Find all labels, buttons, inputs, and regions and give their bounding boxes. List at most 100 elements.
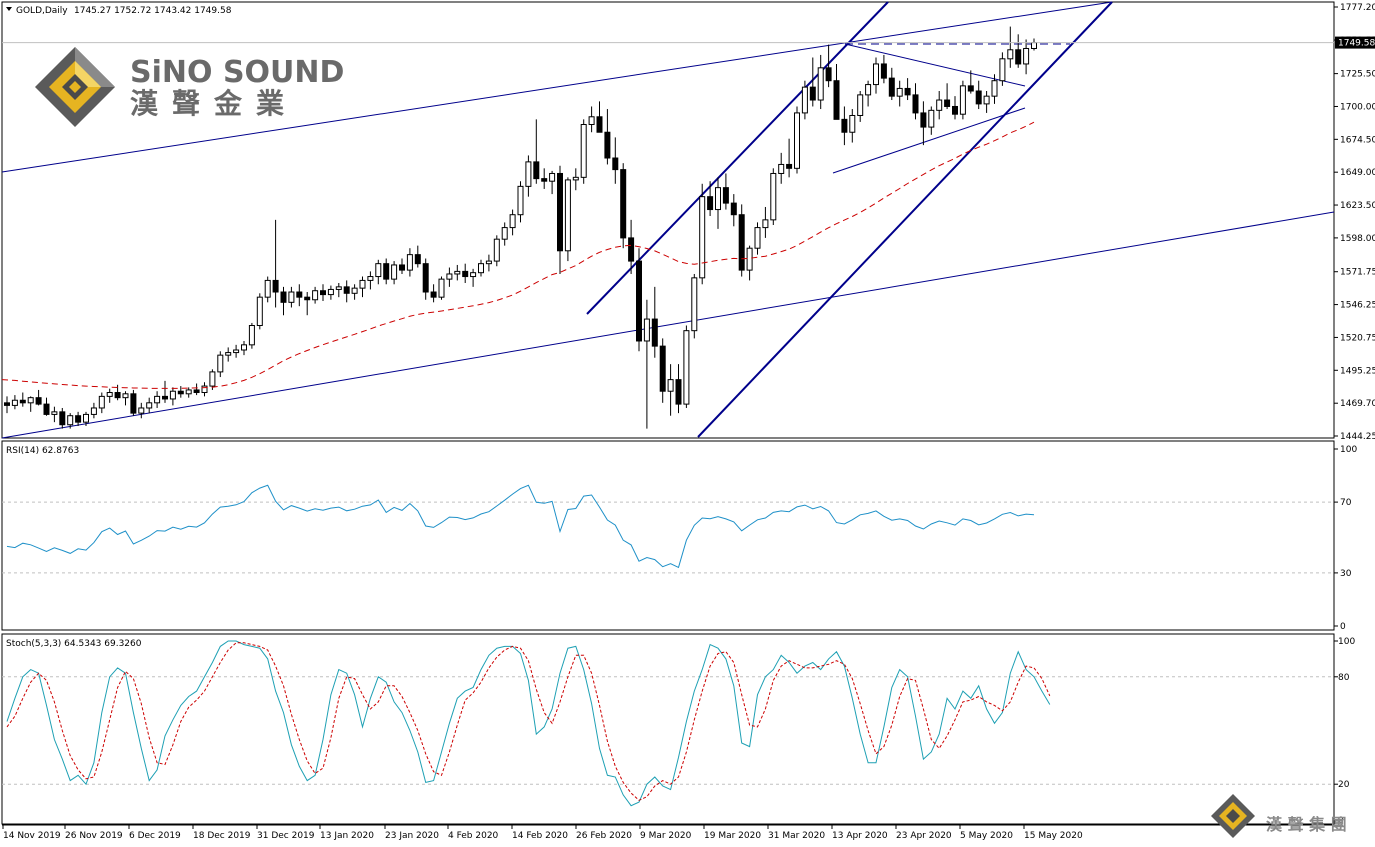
bull-candle-body: [138, 407, 145, 414]
bull-candle-body: [485, 260, 492, 265]
bull-candle-body: [454, 270, 461, 275]
candle: [446, 267, 453, 287]
candle: [383, 258, 390, 285]
candle: [327, 285, 334, 300]
candle: [580, 119, 587, 184]
rsi-line: [6, 484, 1035, 569]
stochastic-panel[interactable]: 100 80 20 0 Stoch(5,3,3) 64.5343 69.3260: [1, 633, 1355, 826]
candle: [572, 168, 579, 191]
candle: [849, 109, 856, 143]
candle: [691, 273, 698, 339]
date-tick-label: 14 Feb 2020: [512, 831, 568, 841]
bull-candle-body: [51, 411, 58, 415]
bear-candle-body: [786, 163, 793, 169]
candle: [169, 387, 176, 406]
price-tick-label: 1469.70: [1340, 399, 1375, 409]
candle: [19, 392, 26, 407]
candle: [865, 80, 872, 107]
watermark-text: 漢 聲 集 團: [1266, 815, 1347, 834]
bull-candle-body: [27, 397, 34, 404]
bull-candle-body: [991, 80, 998, 97]
bear-candle-body: [462, 270, 469, 278]
bull-candle-body: [248, 325, 255, 346]
bull-candle-body: [233, 349, 240, 354]
bear-candle-body: [880, 63, 887, 79]
candle: [478, 259, 484, 277]
candle: [675, 364, 682, 414]
candle: [98, 392, 105, 414]
bull-candle-body: [999, 58, 1006, 82]
bear-candle-body: [636, 260, 642, 342]
bear-candle-body: [414, 254, 421, 265]
candle: [296, 284, 303, 307]
bull-candle-body: [794, 112, 800, 169]
bull-candle-body: [691, 277, 698, 332]
date-tick-label: 31 Mar 2020: [768, 831, 825, 841]
candle: [288, 286, 295, 308]
candle: [130, 389, 137, 416]
stochastic-axis: 100 80 20 0: [2, 637, 1355, 826]
candle: [391, 261, 398, 285]
bear-candle-body: [825, 67, 832, 82]
triangle-lower-line: [832, 107, 1026, 174]
bear-candle-body: [620, 169, 627, 239]
bear-candle-body: [114, 392, 121, 399]
price-panel[interactable]: 1777.201751.551725.501700.001674.501649.…: [1, 1, 1375, 442]
bull-candle-body: [154, 395, 161, 404]
candle: [628, 219, 635, 274]
bear-candle-body: [952, 105, 958, 115]
candle: [778, 152, 785, 184]
candle: [248, 322, 255, 349]
candle: [209, 369, 216, 390]
rsi-panel[interactable]: 100 70 30 0 RSI(14) 62.8763: [1, 440, 1357, 632]
bull-candle-body: [683, 330, 690, 405]
bull-candle-body: [849, 114, 856, 133]
candle: [122, 391, 129, 406]
candle: [738, 204, 745, 277]
bull-candle-body: [288, 291, 295, 303]
candle: [912, 83, 919, 120]
candle: [312, 286, 319, 304]
bear-candle-body: [130, 393, 137, 414]
date-tick-label: 26 Feb 2020: [576, 831, 632, 841]
rsi-tick-label: 30: [1340, 569, 1352, 579]
date-tick-label: 23 Apr 2020: [896, 831, 952, 841]
candle: [762, 206, 769, 238]
stoch-tick-label: 0: [1338, 816, 1344, 826]
bull-candle-body: [241, 344, 247, 351]
brand-name-en: SiNO SOUND: [130, 55, 344, 90]
bear-candle-body: [659, 345, 666, 392]
candle: [509, 209, 516, 236]
date-tick-label: 15 May 2020: [1024, 831, 1083, 841]
stochastic-signal-line: [6, 642, 1051, 801]
bear-candle-body: [833, 80, 840, 120]
bear-candle-body: [59, 411, 66, 426]
bear-candle-body: [193, 389, 200, 394]
candle: [75, 411, 82, 427]
bull-candle-body: [549, 172, 556, 182]
bull-candle-body: [470, 272, 477, 278]
current-price-box: [1335, 36, 1375, 49]
bull-candle-body: [201, 385, 208, 394]
bear-candle-body: [541, 178, 548, 182]
candle: [920, 101, 927, 146]
candle: [959, 80, 966, 120]
date-tick-label: 23 Jan 2020: [385, 831, 439, 841]
candle: [699, 183, 706, 285]
candle: [106, 388, 113, 403]
candle: [999, 52, 1006, 86]
price-tick-label: 1571.75: [1340, 268, 1375, 278]
bull-candle-body: [501, 227, 508, 240]
candle: [217, 351, 224, 378]
candle: [406, 248, 413, 277]
bull-candle-body: [327, 288, 334, 296]
bear-candle-body: [604, 131, 611, 159]
candle: [83, 411, 89, 427]
stoch-tick-label: 20: [1338, 780, 1350, 790]
bull-candle-body: [896, 87, 903, 97]
candle: [643, 299, 650, 429]
candle: [904, 78, 911, 101]
bull-candle-body: [256, 296, 263, 327]
candle: [809, 57, 816, 107]
